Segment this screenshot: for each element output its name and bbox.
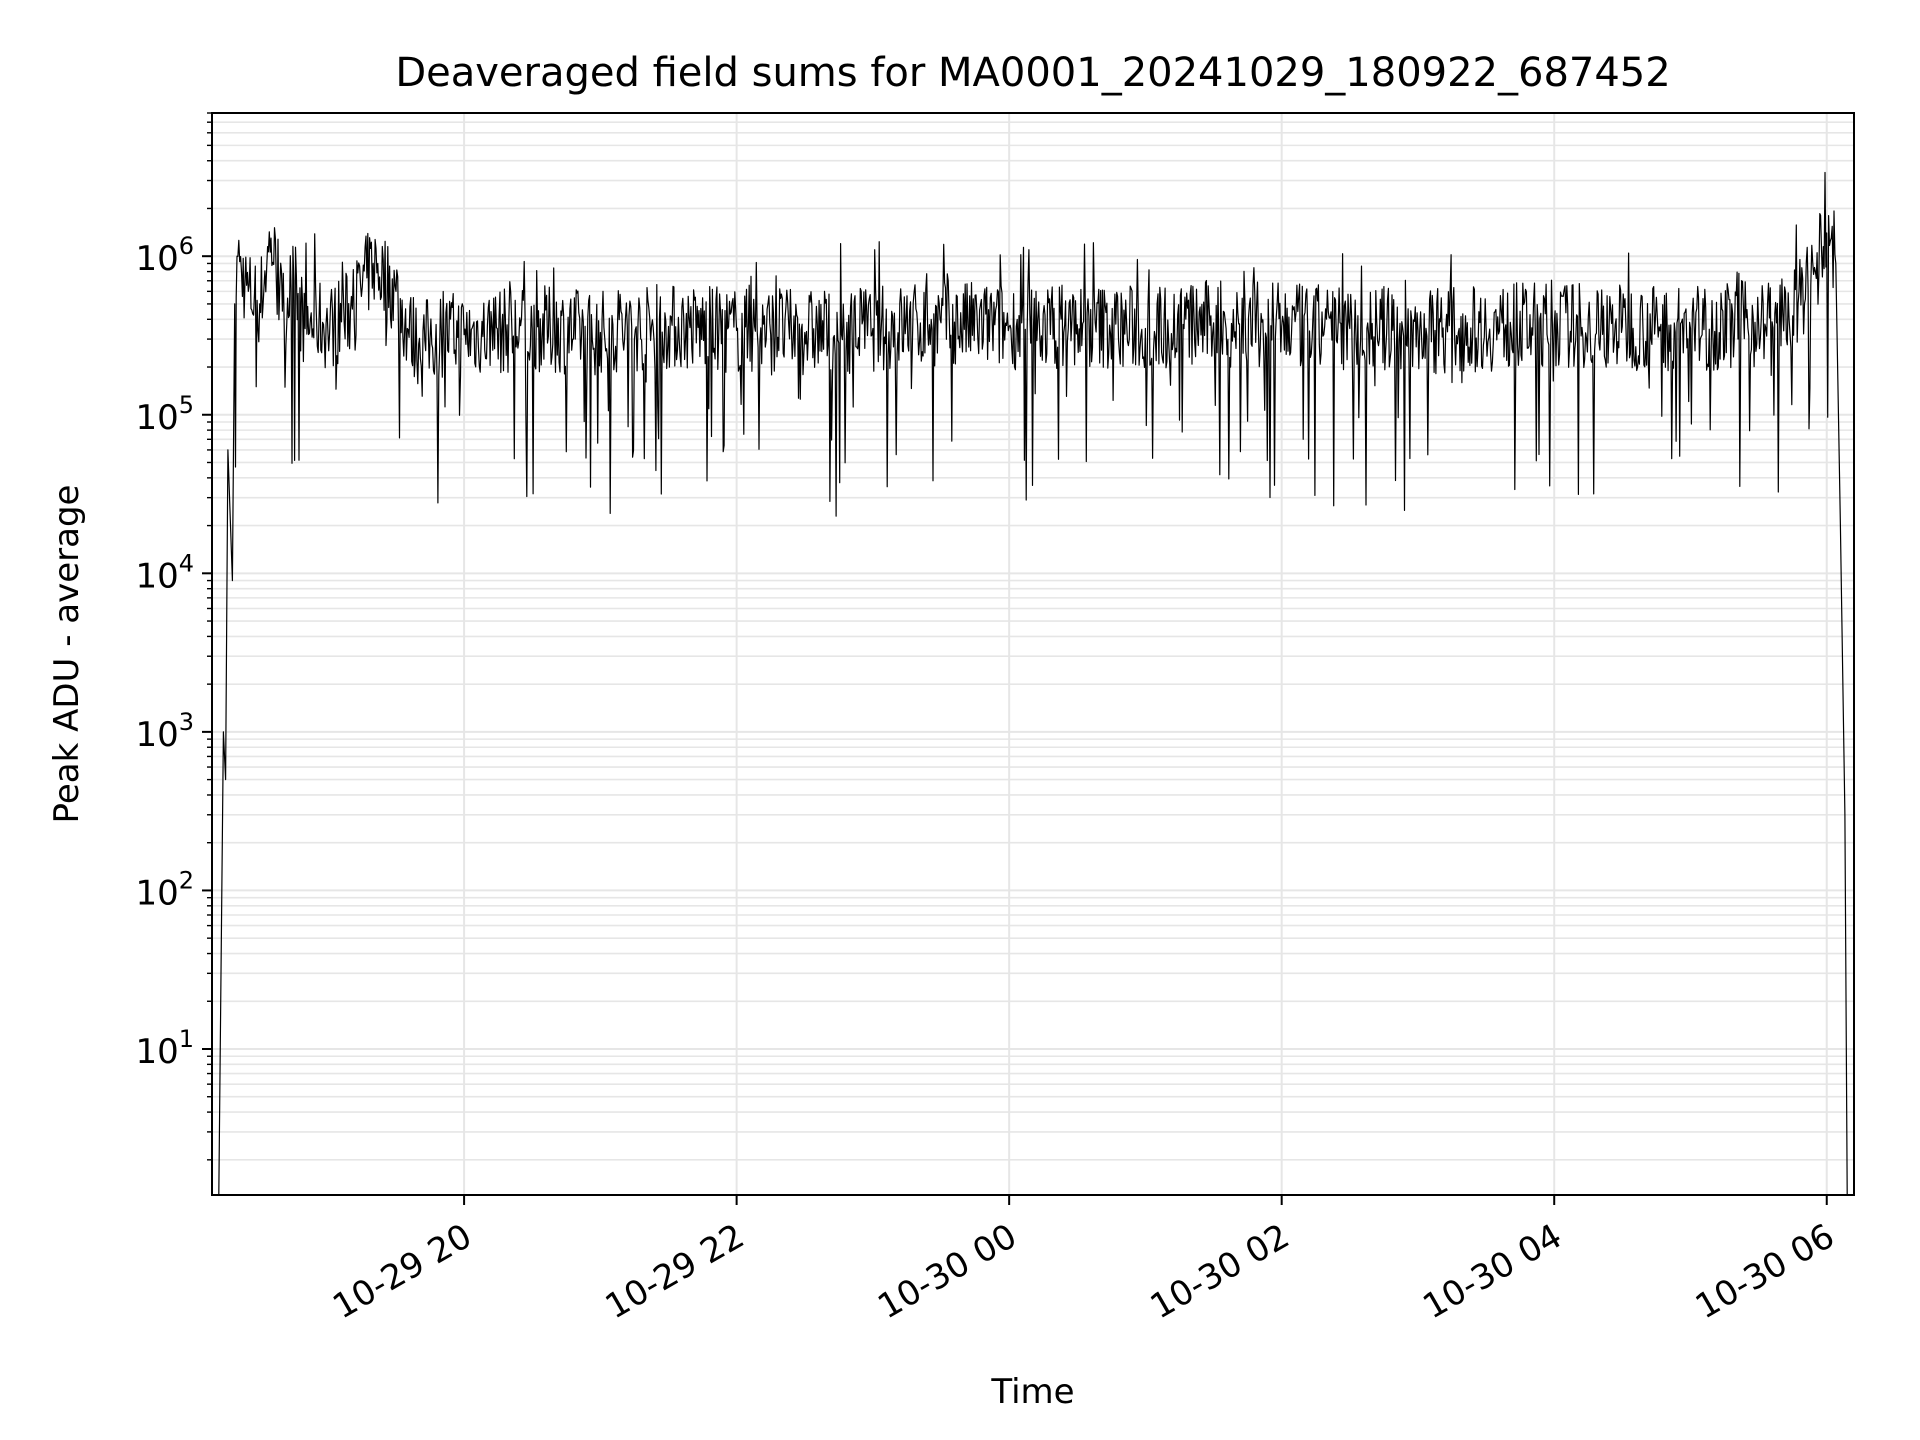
x-axis-label: Time	[990, 1372, 1074, 1412]
y-tick-label: 103	[135, 708, 194, 755]
series-line	[212, 171, 1848, 1196]
y-tick-label: 104	[135, 549, 194, 596]
axes-frame	[211, 112, 1855, 1196]
y-axis: 101 102 103 104 105 106	[135, 112, 212, 1161]
y-tick-label: 101	[135, 1025, 194, 1072]
y-axis-label: Peak ADU - average	[47, 485, 87, 824]
chart-title: Deaveraged field sums for MA0001_2024102…	[395, 50, 1670, 96]
y-tick-label: 102	[135, 866, 194, 913]
y-tick-label: 105	[135, 391, 194, 438]
plot-area	[212, 171, 1848, 1196]
y-tick-label: 106	[135, 232, 194, 279]
